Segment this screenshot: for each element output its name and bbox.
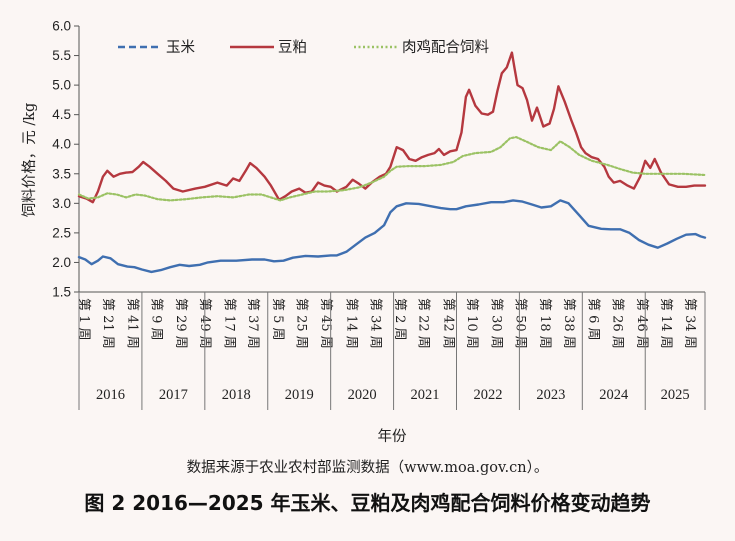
y-tick-label: 4.0 bbox=[52, 137, 71, 152]
y-tick-label: 2.0 bbox=[52, 255, 71, 270]
x-axis: 第 1 周第 21 周第 41 周第 9 周第 29 周第 49 周第 17 周… bbox=[76, 291, 706, 410]
figure-caption: 图 2 2016—2025 年玉米、豆粕及肉鸡配合饲料价格变动趋势 bbox=[84, 491, 651, 515]
legend: 玉米 豆粕 肉鸡配合饲料 bbox=[118, 39, 489, 56]
y-axis-title: 饲料价格，元 /kg bbox=[21, 103, 38, 218]
x-tick-label: 第 30 周 bbox=[489, 298, 504, 349]
x-tick-label: 第 37 周 bbox=[245, 298, 260, 349]
x-tick-label: 第 1 周 bbox=[76, 298, 91, 341]
x-tick-label: 第 41 周 bbox=[124, 298, 139, 349]
x-tick-label: 第 14 周 bbox=[658, 298, 673, 349]
y-tick-label: 6.0 bbox=[52, 19, 71, 34]
year-label: 2017 bbox=[159, 387, 188, 403]
y-tick-label: 3.5 bbox=[52, 166, 71, 181]
year-label: 2019 bbox=[285, 387, 314, 403]
series-lines bbox=[77, 51, 707, 274]
x-axis-title: 年份 bbox=[378, 428, 407, 445]
x-tick-label: 第 10 周 bbox=[464, 298, 479, 349]
y-tick-label: 4.5 bbox=[52, 107, 71, 122]
x-tick-label: 第 2 周 bbox=[392, 298, 407, 341]
year-label: 2025 bbox=[661, 387, 690, 403]
x-tick-label: 第 14 周 bbox=[343, 298, 358, 349]
x-tick-label: 第 6 周 bbox=[586, 298, 601, 341]
x-tick-label: 第 50 周 bbox=[513, 298, 528, 349]
legend-label: 玉米 bbox=[166, 39, 195, 56]
year-label: 2018 bbox=[222, 387, 251, 403]
x-tick-label: 第 25 周 bbox=[294, 298, 309, 349]
y-tick-label: 2.5 bbox=[52, 225, 71, 240]
x-tick-label: 第 17 周 bbox=[221, 298, 236, 349]
x-tick-label: 第 34 周 bbox=[682, 298, 697, 349]
x-tick-label: 第 49 周 bbox=[197, 298, 212, 349]
x-tick-label: 第 34 周 bbox=[367, 298, 382, 349]
year-label: 2020 bbox=[348, 387, 377, 403]
x-tick-label: 第 9 周 bbox=[148, 298, 163, 341]
line-chart: 1.5 2.0 2.5 3.0 3.5 4.0 4.5 5.0 5.5 6.0 第 1 周第 21… bbox=[21, 19, 707, 445]
x-tick-label: 第 45 周 bbox=[318, 298, 333, 349]
x-tick-label: 第 26 周 bbox=[610, 298, 625, 349]
year-label: 2021 bbox=[411, 387, 440, 403]
legend-label: 豆粕 bbox=[278, 39, 307, 56]
y-tick-label: 5.5 bbox=[52, 48, 71, 63]
y-axis: 1.5 2.0 2.5 3.0 3.5 4.0 4.5 5.0 5.5 6.0 bbox=[52, 19, 80, 300]
year-label: 2023 bbox=[536, 387, 565, 403]
source-note: 数据来源于农业农村部监测数据（www.moa.gov.cn）。 bbox=[186, 460, 549, 476]
feed-line bbox=[77, 136, 707, 202]
soymeal-line bbox=[77, 51, 707, 204]
x-tick-label: 第 5 周 bbox=[270, 298, 285, 341]
x-tick-label: 第 42 周 bbox=[440, 298, 455, 349]
corn-line bbox=[77, 199, 707, 274]
y-tick-label: 1.5 bbox=[52, 285, 71, 300]
legend-label: 肉鸡配合饲料 bbox=[402, 39, 489, 56]
x-tick-label: 第 46 周 bbox=[634, 298, 649, 349]
y-tick-label: 5.0 bbox=[52, 78, 71, 93]
year-label: 2016 bbox=[96, 387, 125, 403]
year-label: 2022 bbox=[473, 387, 502, 403]
x-tick-label: 第 38 周 bbox=[561, 298, 576, 349]
x-tick-label: 第 21 周 bbox=[100, 298, 115, 349]
year-label: 2024 bbox=[599, 387, 629, 403]
x-tick-label: 第 22 周 bbox=[416, 298, 431, 349]
y-tick-label: 3.0 bbox=[52, 196, 71, 211]
x-tick-label: 第 18 周 bbox=[537, 298, 552, 349]
x-tick-label: 第 29 周 bbox=[173, 298, 188, 349]
